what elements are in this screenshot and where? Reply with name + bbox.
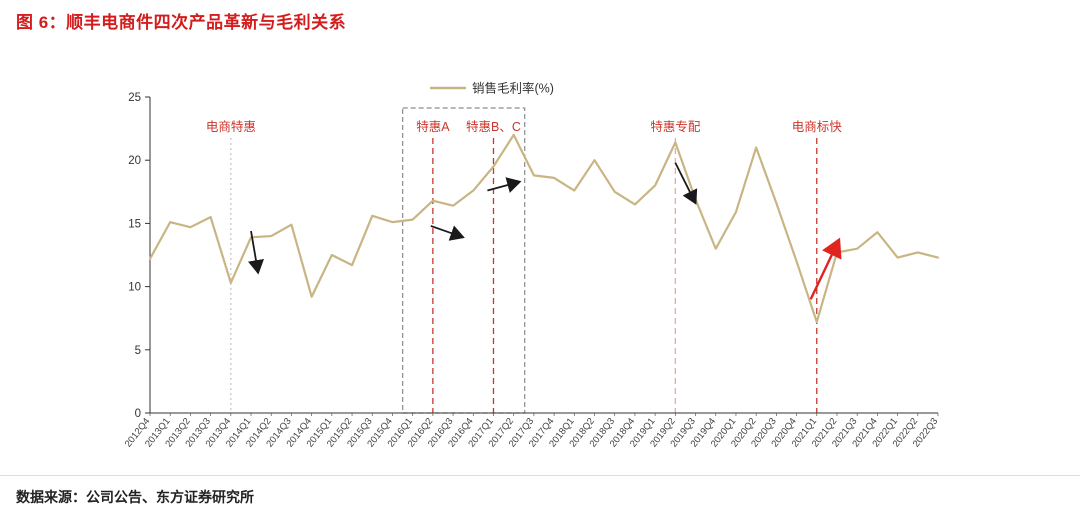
figure-footer: 数据来源：公司公告、东方证券研究所 <box>0 475 1080 525</box>
y-tick-label: 15 <box>128 218 141 230</box>
annotation-box <box>402 107 526 414</box>
trend-arrow <box>809 237 842 300</box>
y-tick-label: 10 <box>128 282 141 294</box>
y-tick-label: 5 <box>135 345 141 357</box>
trend-arrow <box>487 177 522 193</box>
annotation-label: 特惠专配 <box>650 119 701 134</box>
footer-divider <box>0 475 1080 476</box>
legend-label: 销售毛利率(%) <box>472 81 554 96</box>
data-source: 数据来源：公司公告、东方证券研究所 <box>16 489 254 505</box>
y-tick-label: 0 <box>135 408 141 420</box>
figure-header: 图 6：顺丰电商件四次产品革新与毛利关系 <box>16 8 1064 33</box>
series-line <box>148 133 940 324</box>
annotation-label: 电商标快 <box>792 119 843 134</box>
annotation-label: 电商特惠 <box>206 119 256 134</box>
annotation-label: 特惠B、C <box>466 119 521 134</box>
trend-arrow <box>248 230 264 275</box>
trend-arrow <box>430 225 465 241</box>
y-tick-label: 25 <box>128 92 141 104</box>
trend-arrow <box>674 162 698 205</box>
annotation-label: 特惠A <box>416 119 450 134</box>
figure-title: 图 6：顺丰电商件四次产品革新与毛利关系 <box>16 13 347 32</box>
y-tick-label: 20 <box>128 155 141 167</box>
